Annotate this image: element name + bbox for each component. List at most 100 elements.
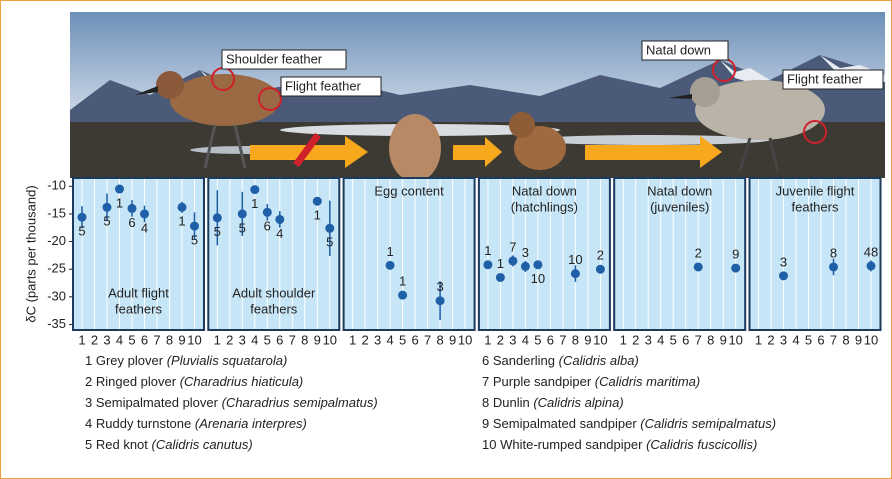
x-tick-label: 9 bbox=[178, 332, 185, 347]
legend-latin: (Calidris fuscicollis) bbox=[646, 437, 757, 452]
sample-size-label: 5 bbox=[191, 233, 198, 248]
x-tick-label: 2 bbox=[632, 332, 639, 347]
y-tick-label: -35 bbox=[47, 316, 66, 331]
x-tick-label: 10 bbox=[728, 332, 742, 347]
x-tick-label: 10 bbox=[323, 332, 337, 347]
panel-title: Natal down bbox=[512, 183, 577, 198]
x-tick-label: 3 bbox=[374, 332, 381, 347]
x-tick-label: 6 bbox=[682, 332, 689, 347]
x-tick-label: 2 bbox=[226, 332, 233, 347]
legend-entry: 8 Dunlin (Calidris alpina) bbox=[482, 395, 624, 410]
sample-size-label: 5 bbox=[78, 224, 85, 239]
data-point bbox=[731, 263, 741, 273]
x-tick-label: 8 bbox=[572, 332, 579, 347]
x-tick-label: 6 bbox=[817, 332, 824, 347]
legend-entry: 7 Purple sandpiper (Calidris maritima) bbox=[482, 374, 700, 389]
x-tick-label: 7 bbox=[153, 332, 160, 347]
data-point bbox=[237, 209, 247, 219]
legend-latin: (Charadrius semipalmatus) bbox=[222, 395, 378, 410]
x-tick-label: 3 bbox=[239, 332, 246, 347]
x-tick-label: 7 bbox=[424, 332, 431, 347]
sample-size-label: 2 bbox=[597, 248, 604, 263]
legend-number: 8 bbox=[482, 395, 489, 410]
y-axis-label: δC (parts per thousand) bbox=[23, 185, 38, 322]
panel-title: Adult flight bbox=[108, 285, 169, 300]
x-tick-label: 3 bbox=[780, 332, 787, 347]
x-tick-label: 4 bbox=[251, 332, 258, 347]
y-tick-label: -30 bbox=[47, 288, 66, 303]
legend-entry: 10 White-rumped sandpiper (Calidris fusc… bbox=[482, 437, 757, 452]
x-tick-label: 1 bbox=[214, 332, 221, 347]
legend-name: Red knot bbox=[96, 437, 148, 452]
legend-entry: 3 Semipalmated plover (Charadrius semipa… bbox=[85, 395, 378, 410]
x-tick-label: 4 bbox=[116, 332, 123, 347]
panel-title: feathers bbox=[250, 301, 297, 316]
photo-label: Flight feather bbox=[787, 71, 864, 86]
legend-entry: 6 Sanderling (Calidris alba) bbox=[482, 353, 639, 368]
sample-size-label: 8 bbox=[830, 245, 837, 260]
sample-size-label: 5 bbox=[103, 214, 110, 229]
sample-size-label: 3 bbox=[780, 254, 787, 269]
legend-name: Dunlin bbox=[493, 395, 530, 410]
legend-number: 5 bbox=[85, 437, 92, 452]
legend-latin: (Calidris semipalmatus) bbox=[640, 416, 776, 431]
x-tick-label: 3 bbox=[103, 332, 110, 347]
legend-name: White-rumped sandpiper bbox=[500, 437, 643, 452]
legend-latin: (Calidris maritima) bbox=[595, 374, 700, 389]
data-point bbox=[533, 260, 543, 270]
photo: Shoulder feather Flight feather Natal do… bbox=[70, 12, 885, 182]
sample-size-label: 6 bbox=[264, 219, 271, 234]
sample-size-label: 1 bbox=[178, 214, 185, 229]
sample-size-label: 1 bbox=[386, 244, 393, 259]
data-point bbox=[262, 207, 272, 217]
x-tick-label: 7 bbox=[559, 332, 566, 347]
sample-size-label: 10 bbox=[568, 252, 582, 267]
x-tick-label: 5 bbox=[128, 332, 135, 347]
legend-entry: 4 Ruddy turnstone (Arenaria interpres) bbox=[85, 416, 307, 431]
legend-number: 10 bbox=[482, 437, 496, 452]
x-tick-label: 1 bbox=[349, 332, 356, 347]
sample-size-label: 1 bbox=[116, 195, 123, 210]
data-point bbox=[508, 256, 518, 266]
x-tick-label: 2 bbox=[361, 332, 368, 347]
legend-entry: 5 Red knot (Calidris canutus) bbox=[85, 437, 253, 452]
panel-title: Natal down bbox=[647, 183, 712, 198]
data-point bbox=[127, 203, 137, 213]
x-tick-label: 6 bbox=[141, 332, 148, 347]
data-point bbox=[77, 212, 87, 222]
x-tick-label: 9 bbox=[584, 332, 591, 347]
panel-title: (juveniles) bbox=[650, 199, 709, 214]
sample-size-label: 2 bbox=[695, 245, 702, 260]
legend-number: 9 bbox=[482, 416, 489, 431]
x-tick-label: 5 bbox=[670, 332, 677, 347]
x-tick-label: 8 bbox=[166, 332, 173, 347]
legend-name: Ruddy turnstone bbox=[96, 416, 191, 431]
photo-label: Shoulder feather bbox=[226, 51, 323, 66]
data-point bbox=[595, 264, 605, 274]
data-point bbox=[398, 290, 408, 300]
sample-size-label: 6 bbox=[128, 215, 135, 230]
y-tick-label: -20 bbox=[47, 233, 66, 248]
legend-entry: 1 Grey plover (Pluvialis squatarola) bbox=[85, 353, 287, 368]
x-tick-label: 2 bbox=[91, 332, 98, 347]
data-point bbox=[520, 261, 530, 271]
sample-size-label: 10 bbox=[531, 271, 545, 286]
legend-name: Semipalmated sandpiper bbox=[493, 416, 637, 431]
sample-size-label: 9 bbox=[732, 247, 739, 262]
data-point bbox=[140, 209, 149, 219]
panel-title: Egg content bbox=[374, 183, 444, 198]
legend-name: Grey plover bbox=[96, 353, 164, 368]
legend-number: 6 bbox=[482, 353, 489, 368]
x-tick-label: 9 bbox=[449, 332, 456, 347]
x-tick-label: 6 bbox=[276, 332, 283, 347]
legend-latin: (Calidris canutus) bbox=[152, 437, 253, 452]
sample-size-label: 5 bbox=[326, 235, 333, 250]
legend-number: 4 bbox=[85, 416, 92, 431]
y-tick-label: -15 bbox=[47, 205, 66, 220]
sample-size-label: 4 bbox=[276, 226, 283, 241]
legend-latin: (Calidris alpina) bbox=[533, 395, 623, 410]
legend-entry: 2 Ringed plover (Charadrius hiaticula) bbox=[85, 374, 303, 389]
data-point bbox=[570, 269, 580, 279]
legend-latin: (Calidris alba) bbox=[559, 353, 639, 368]
